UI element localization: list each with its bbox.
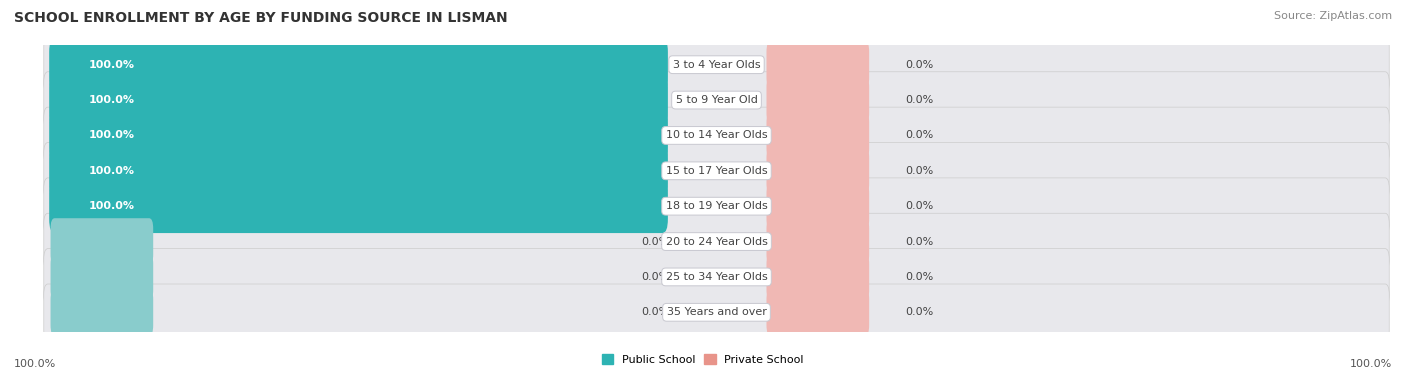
Text: 3 to 4 Year Olds: 3 to 4 Year Olds	[672, 60, 761, 70]
FancyBboxPatch shape	[51, 218, 153, 265]
FancyBboxPatch shape	[51, 289, 153, 336]
FancyBboxPatch shape	[766, 218, 869, 265]
FancyBboxPatch shape	[44, 72, 1389, 128]
FancyBboxPatch shape	[766, 41, 869, 88]
FancyBboxPatch shape	[44, 37, 1389, 93]
Text: 5 to 9 Year Old: 5 to 9 Year Old	[675, 95, 758, 105]
Text: Source: ZipAtlas.com: Source: ZipAtlas.com	[1274, 11, 1392, 21]
Text: SCHOOL ENROLLMENT BY AGE BY FUNDING SOURCE IN LISMAN: SCHOOL ENROLLMENT BY AGE BY FUNDING SOUR…	[14, 11, 508, 25]
FancyBboxPatch shape	[766, 289, 869, 336]
FancyBboxPatch shape	[51, 254, 153, 300]
Text: 0.0%: 0.0%	[641, 236, 669, 247]
FancyBboxPatch shape	[766, 254, 869, 300]
Text: 10 to 14 Year Olds: 10 to 14 Year Olds	[665, 130, 768, 141]
FancyBboxPatch shape	[44, 213, 1389, 270]
Text: 0.0%: 0.0%	[905, 130, 934, 141]
Text: 0.0%: 0.0%	[905, 307, 934, 317]
Text: 0.0%: 0.0%	[641, 272, 669, 282]
FancyBboxPatch shape	[44, 143, 1389, 199]
FancyBboxPatch shape	[766, 183, 869, 230]
Text: 0.0%: 0.0%	[641, 307, 669, 317]
Text: 100.0%: 100.0%	[89, 166, 135, 176]
Text: 15 to 17 Year Olds: 15 to 17 Year Olds	[665, 166, 768, 176]
FancyBboxPatch shape	[766, 147, 869, 194]
FancyBboxPatch shape	[49, 179, 668, 233]
Text: 100.0%: 100.0%	[89, 95, 135, 105]
Text: 100.0%: 100.0%	[1350, 359, 1392, 369]
Text: 0.0%: 0.0%	[905, 272, 934, 282]
FancyBboxPatch shape	[44, 284, 1389, 340]
FancyBboxPatch shape	[49, 73, 668, 127]
Text: 20 to 24 Year Olds: 20 to 24 Year Olds	[665, 236, 768, 247]
FancyBboxPatch shape	[766, 112, 869, 159]
Text: 0.0%: 0.0%	[905, 201, 934, 211]
Text: 35 Years and over: 35 Years and over	[666, 307, 766, 317]
Text: 18 to 19 Year Olds: 18 to 19 Year Olds	[665, 201, 768, 211]
Legend: Public School, Private School: Public School, Private School	[598, 350, 808, 369]
FancyBboxPatch shape	[44, 178, 1389, 234]
Text: 0.0%: 0.0%	[905, 60, 934, 70]
FancyBboxPatch shape	[766, 77, 869, 123]
Text: 100.0%: 100.0%	[89, 60, 135, 70]
Text: 0.0%: 0.0%	[905, 95, 934, 105]
FancyBboxPatch shape	[49, 144, 668, 198]
Text: 0.0%: 0.0%	[905, 166, 934, 176]
FancyBboxPatch shape	[44, 249, 1389, 305]
Text: 25 to 34 Year Olds: 25 to 34 Year Olds	[665, 272, 768, 282]
Text: 100.0%: 100.0%	[89, 201, 135, 211]
Text: 100.0%: 100.0%	[14, 359, 56, 369]
Text: 0.0%: 0.0%	[905, 236, 934, 247]
FancyBboxPatch shape	[49, 38, 668, 92]
FancyBboxPatch shape	[44, 107, 1389, 164]
Text: 100.0%: 100.0%	[89, 130, 135, 141]
FancyBboxPatch shape	[49, 109, 668, 162]
